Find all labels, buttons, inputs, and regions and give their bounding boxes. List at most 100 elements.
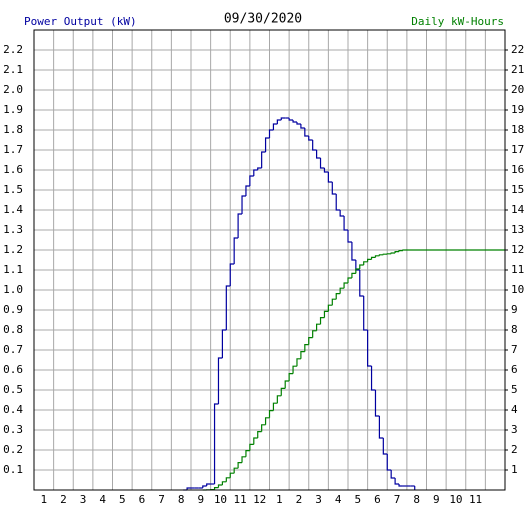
y2-tick-label: 1 bbox=[511, 463, 518, 476]
step-segment bbox=[296, 122, 301, 125]
step-segment bbox=[233, 237, 239, 264]
y-tick-label: 0.7 bbox=[3, 343, 23, 356]
step-segment bbox=[233, 467, 239, 474]
step-segment bbox=[363, 261, 368, 265]
x-tick-label: 6 bbox=[139, 493, 146, 506]
step-segment bbox=[382, 438, 388, 455]
y-tick-label: 0.3 bbox=[3, 423, 23, 436]
step-segment bbox=[272, 123, 278, 130]
x-tick-label: 7 bbox=[158, 493, 165, 506]
step-segment bbox=[217, 484, 223, 488]
step-segment bbox=[316, 150, 321, 159]
y-tick-label: 0.8 bbox=[3, 323, 23, 336]
step-segment bbox=[261, 424, 266, 432]
step-segment bbox=[308, 337, 313, 345]
y-tick-label: 1.6 bbox=[3, 163, 23, 176]
x-tick-label: 3 bbox=[315, 493, 322, 506]
x-tick-label: 2 bbox=[296, 493, 303, 506]
y-tick-label: 1.9 bbox=[3, 103, 23, 116]
step-segment bbox=[390, 470, 396, 479]
step-segment bbox=[261, 151, 266, 168]
y2-tick-label: 17 bbox=[511, 143, 524, 156]
y2-tick-label: 22 bbox=[511, 43, 524, 56]
step-segment bbox=[374, 390, 380, 417]
step-segment bbox=[343, 216, 348, 231]
y-tick-label: 1.2 bbox=[3, 243, 23, 256]
step-segment bbox=[304, 128, 309, 137]
y2-tick-label: 8 bbox=[511, 323, 518, 336]
y2-tick-label: 18 bbox=[511, 123, 524, 136]
step-segment bbox=[386, 454, 392, 471]
step-segment bbox=[382, 253, 388, 255]
step-segment bbox=[206, 483, 211, 486]
step-segment bbox=[264, 417, 270, 425]
y2-tick-label: 2 bbox=[511, 443, 518, 456]
step-segment bbox=[276, 119, 282, 124]
y-tick-label: 0.4 bbox=[3, 403, 23, 416]
step-segment bbox=[253, 169, 258, 176]
y-tick-label: 0.6 bbox=[3, 363, 23, 376]
step-segment bbox=[355, 268, 360, 274]
step-segment bbox=[347, 230, 352, 243]
x-tick-label: 1 bbox=[41, 493, 48, 506]
step-segment bbox=[402, 249, 505, 251]
y-tick-label: 1.3 bbox=[3, 223, 23, 236]
y2-tick-label: 19 bbox=[511, 103, 524, 116]
y-tick-label: 0.2 bbox=[3, 443, 23, 456]
step-segment bbox=[351, 242, 356, 261]
left-axis-label: Power Output (kW) bbox=[24, 15, 137, 28]
y2-tick-label: 3 bbox=[511, 423, 518, 436]
y-tick-label: 2.1 bbox=[3, 63, 23, 76]
step-segment bbox=[268, 410, 274, 418]
step-segment bbox=[225, 477, 231, 482]
x-tick-label: 11 bbox=[233, 493, 246, 506]
step-segment bbox=[288, 373, 294, 381]
step-segment bbox=[237, 462, 243, 469]
x-tick-label: 5 bbox=[119, 493, 126, 506]
step-segment bbox=[237, 213, 243, 238]
step-segment bbox=[213, 487, 219, 490]
step-segment bbox=[292, 365, 297, 374]
step-segment bbox=[398, 484, 403, 487]
step-segment bbox=[312, 330, 317, 338]
y2-tick-label: 11 bbox=[511, 263, 524, 276]
step-segment bbox=[312, 140, 317, 151]
step-segment bbox=[249, 175, 254, 186]
step-segment bbox=[394, 478, 400, 485]
y2-tick-label: 12 bbox=[511, 243, 524, 256]
step-segment bbox=[292, 120, 297, 123]
y-tick-label: 0.5 bbox=[3, 383, 23, 396]
y-tick-label: 1.1 bbox=[3, 263, 23, 276]
step-segment bbox=[359, 264, 364, 269]
step-segment bbox=[367, 258, 372, 262]
step-segment bbox=[398, 250, 403, 252]
x-tick-label: 10 bbox=[449, 493, 462, 506]
step-segment bbox=[316, 323, 321, 331]
step-segment bbox=[347, 277, 352, 283]
step-segment bbox=[300, 124, 305, 129]
y-tick-label: 2.0 bbox=[3, 83, 23, 96]
y2-tick-label: 10 bbox=[511, 283, 524, 296]
step-segment bbox=[296, 358, 301, 367]
y-tick-label: 1.8 bbox=[3, 123, 23, 136]
y2-tick-label: 15 bbox=[511, 183, 524, 196]
plot-border bbox=[33, 29, 506, 491]
step-segment bbox=[335, 293, 341, 300]
y2-tick-label: 7 bbox=[511, 343, 518, 356]
step-segment bbox=[241, 195, 246, 214]
step-segment bbox=[335, 194, 341, 211]
y2-tick-label: 14 bbox=[511, 203, 525, 216]
step-segment bbox=[202, 485, 207, 488]
y2-tick-label: 13 bbox=[511, 223, 524, 236]
y2-tick-label: 20 bbox=[511, 83, 524, 96]
x-tick-label: 3 bbox=[80, 493, 87, 506]
step-segment bbox=[304, 344, 309, 352]
x-tick-label: 4 bbox=[335, 493, 342, 506]
x-tick-label: 8 bbox=[178, 493, 185, 506]
step-segment bbox=[264, 137, 270, 152]
chart-title: 09/30/2020 bbox=[224, 12, 302, 27]
x-tick-label: 8 bbox=[413, 493, 420, 506]
step-segment bbox=[186, 487, 191, 490]
step-segment bbox=[272, 402, 278, 411]
step-segment bbox=[225, 285, 231, 330]
